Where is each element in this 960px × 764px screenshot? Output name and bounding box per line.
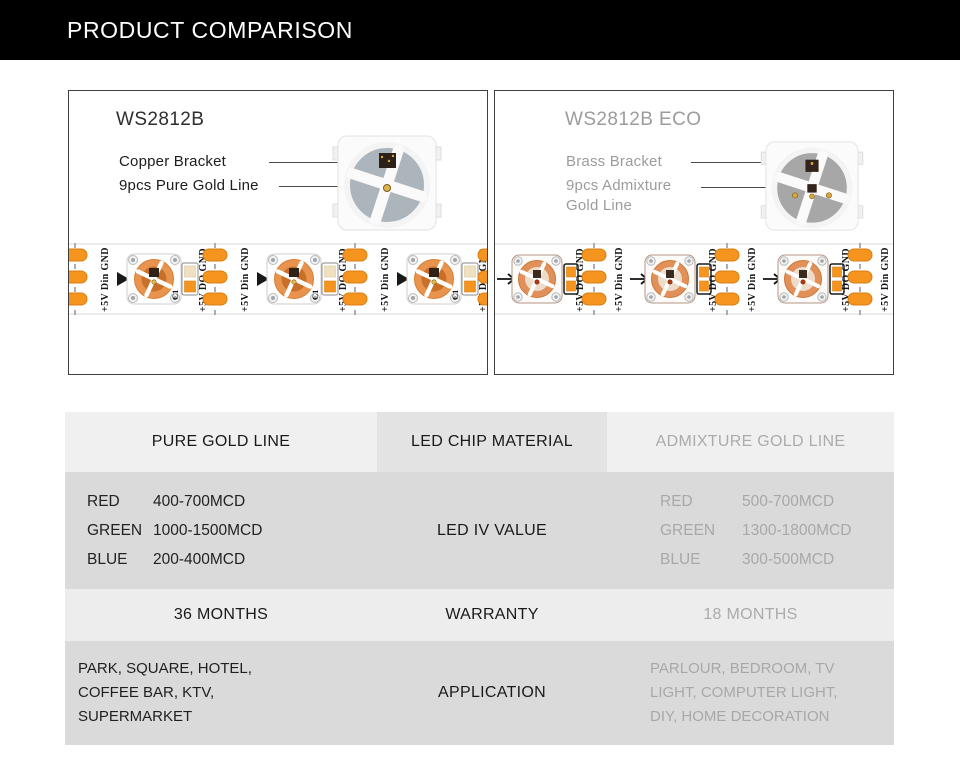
header-bar: PRODUCT COMPARISON xyxy=(0,0,960,60)
callout-line xyxy=(691,162,773,163)
table-cell-admixture-application: PARLOUR, BEDROOM, TV LIGHT, COMPUTER LIG… xyxy=(607,641,894,745)
table-cell-pure-iv-values: RED 400-700MCD GREEN 1000-1500MCD BLUE 200-… xyxy=(65,472,377,589)
led-strip-eco-illustration xyxy=(495,243,893,315)
spec-label: RED xyxy=(87,493,120,510)
table-cell-application: APPLICATION xyxy=(377,641,607,745)
spec-line: GREEN 1000-1500MCD xyxy=(87,516,377,545)
application-label: APPLICATION xyxy=(438,684,546,701)
page-title: PRODUCT COMPARISON xyxy=(67,17,353,43)
spec-value: 200-400MCD xyxy=(153,551,246,568)
led-iv-value-label: LED IV VALUE xyxy=(436,521,547,539)
table-cell-pure-gold-line: PURE GOLD LINE xyxy=(65,412,377,472)
pure-gold-line-label: PURE GOLD LINE xyxy=(151,433,291,450)
application-line: COFFEE BAR, KTV, xyxy=(78,684,215,701)
callout-gold-line: Gold Line xyxy=(566,197,633,214)
warranty-label: WARRANTY xyxy=(445,606,539,623)
callout-copper-bracket: Copper Bracket xyxy=(119,153,227,170)
spec-value: 1000-1500MCD xyxy=(153,522,263,539)
spec-label: BLUE xyxy=(87,551,128,568)
spec-line: RED 500-700MCD xyxy=(660,487,894,516)
table-cell-admixture-gold-line: ADMIXTURE GOLD LINE xyxy=(607,412,894,472)
spec-value: 500-700MCD xyxy=(742,493,835,510)
pure-warranty-value: 36 MONTHS xyxy=(173,606,269,623)
admixture-warranty-value: 18 MONTHS xyxy=(703,606,798,623)
spec-value: 300-500MCD xyxy=(742,551,835,568)
table-cell-pure-warranty: 36 MONTHS xyxy=(65,589,377,641)
callout-brass-bracket: Brass Bracket xyxy=(566,153,662,170)
spec-label: BLUE xyxy=(660,551,701,568)
panel-ws2812b-eco-title: WS2812B ECO xyxy=(565,109,702,130)
callout-line xyxy=(701,187,791,188)
application-line: PARLOUR, BEDROOM, TV xyxy=(650,660,835,677)
table-cell-pure-application: PARK, SQUARE, HOTEL, COFFEE BAR, KTV, SU… xyxy=(65,641,377,745)
panel-ws2812b: WS2812B Copper Bracket 9pcs Pure Gold Li… xyxy=(68,90,488,375)
spec-line: RED 400-700MCD xyxy=(87,487,377,516)
table-cell-admixture-warranty: 18 MONTHS xyxy=(607,589,894,641)
table-cell-led-chip-material: LED CHIP MATERIAL xyxy=(377,412,607,472)
spec-value: 1300-1800MCD xyxy=(742,522,852,539)
table-cell-led-iv-value: LED IV VALUE xyxy=(377,472,607,589)
led-chip-eco-illustration xyxy=(760,141,864,231)
spec-label: GREEN xyxy=(87,522,143,539)
led-chip-illustration xyxy=(332,135,442,231)
callout-line xyxy=(269,162,353,163)
panel-ws2812b-eco: WS2812B ECO Brass Bracket 9pcs Admixture… xyxy=(494,90,894,375)
admixture-gold-line-label: ADMIXTURE GOLD LINE xyxy=(655,433,846,450)
spec-line: BLUE 200-400MCD xyxy=(87,545,377,574)
callout-line xyxy=(279,186,371,187)
panel-ws2812b-title: WS2812B xyxy=(116,109,205,130)
led-strip-illustration xyxy=(69,243,487,315)
table-cell-warranty: WARRANTY xyxy=(377,589,607,641)
led-chip-material-label: LED CHIP MATERIAL xyxy=(411,433,573,450)
application-line: SUPERMARKET xyxy=(78,708,193,725)
application-line: PARK, SQUARE, HOTEL, xyxy=(78,660,252,677)
spec-label: RED xyxy=(660,493,693,510)
spec-value: 400-700MCD xyxy=(153,493,246,510)
callout-admixture: 9pcs Admixture xyxy=(566,177,672,194)
spec-label: GREEN xyxy=(660,522,716,539)
table-cell-admixture-iv-values: RED 500-700MCD GREEN 1300-1800MCD BLUE 300-… xyxy=(607,472,894,589)
comparison-table: PURE GOLD LINE LED CHIP MATERIAL ADMIXTU… xyxy=(65,412,894,745)
spec-line: BLUE 300-500MCD xyxy=(660,545,894,574)
spec-line: GREEN 1300-1800MCD xyxy=(660,516,894,545)
callout-pure-gold-line: 9pcs Pure Gold Line xyxy=(119,177,259,194)
application-line: LIGHT, COMPUTER LIGHT, xyxy=(650,684,838,701)
application-line: DIY, HOME DECORATION xyxy=(650,708,830,725)
